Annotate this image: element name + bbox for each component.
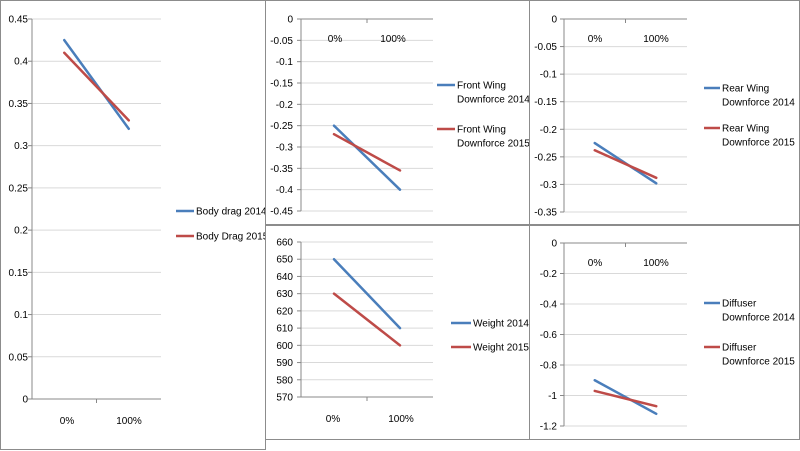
series-line: [595, 391, 657, 406]
legend-label-line: Front Wing: [457, 81, 506, 92]
chart-panel-2: 0 -0.05 -0.1 -0.15 -0.2 -0.25 -0.3 -0.35 -0.4 -0.…: [265, 0, 530, 225]
y-tick-label: -0.35: [270, 164, 293, 175]
series-line: [64, 40, 129, 129]
y-tick-label: -0.15: [534, 97, 557, 108]
y-tick-label: 640: [276, 272, 293, 283]
legend-label-line: Downforce 2015: [722, 138, 795, 149]
y-tick-label: -0.1: [540, 70, 558, 81]
y-tick-label: -0.1: [276, 57, 294, 68]
y-tick-label: -0.25: [270, 121, 293, 132]
x-tick-label: 0%: [588, 258, 603, 269]
legend-label-line: Front Wing: [457, 125, 506, 136]
y-tick-label: 580: [276, 375, 293, 386]
y-tick-label: -0.4: [540, 300, 558, 311]
chart-svg: 0 -0.2 -0.4 -0.6 -0.8 -1 -1.2 0% 100% Diffuser Dow…: [530, 226, 800, 441]
x-tick-label: 100%: [643, 258, 669, 269]
y-tick-label: -0.2: [540, 269, 558, 280]
legend-label-line: Diffuser: [722, 343, 757, 354]
y-tick-label: 610: [276, 324, 293, 335]
chart-svg: 0 -0.05 -0.1 -0.15 -0.2 -0.25 -0.3 -0.35 -0.4 -0.…: [266, 1, 531, 226]
legend-label: Front Wing Downforce 2014: [457, 81, 530, 106]
y-tick-label: 0.35: [9, 99, 29, 110]
y-tick-label: -0.05: [534, 42, 557, 53]
chart-svg: 0 -0.05 -0.1 -0.15 -0.2 -0.25 -0.3 -0.35 0% 100% R…: [530, 1, 800, 226]
legend-label: Rear Wing Downforce 2014: [722, 84, 795, 109]
y-tick-label: 0.25: [9, 183, 29, 194]
legend-label-line: Weight 2015: [473, 343, 529, 354]
x-tick-label: 100%: [380, 34, 406, 45]
legend-label-line: Downforce 2014: [457, 95, 530, 106]
y-tick-label: -0.8: [540, 361, 558, 372]
y-tick-label: 570: [276, 393, 293, 404]
chart-svg: 660 650 640 630 620 610 600 590 580 570 0% 100% Weig…: [266, 226, 531, 441]
legend-label: Diffuser Downforce 2014: [722, 299, 795, 324]
y-tick-label: -0.4: [276, 185, 294, 196]
y-tick-label: -0.3: [540, 180, 558, 191]
y-tick-label: 0.3: [14, 141, 28, 152]
legend-label-line: Downforce 2015: [722, 357, 795, 368]
series-line: [334, 134, 400, 170]
chart-panel-5: 0 -0.2 -0.4 -0.6 -0.8 -1 -1.2 0% 100% Diffuser Dow…: [529, 225, 800, 440]
x-tick-label: 100%: [643, 34, 669, 45]
y-tick-label: -0.45: [270, 207, 293, 218]
series-line: [64, 53, 129, 121]
y-tick-label: 630: [276, 289, 293, 300]
legend-label-line: Rear Wing: [722, 124, 769, 135]
chart-panel-3: 0 -0.05 -0.1 -0.15 -0.2 -0.25 -0.3 -0.35 0% 100% R…: [529, 0, 800, 225]
y-tick-label: -0.15: [270, 79, 293, 90]
y-tick-label: 0.1: [14, 310, 28, 321]
legend-label: Diffuser Downforce 2015: [722, 343, 795, 368]
legend-label: Body Drag 2015: [196, 232, 267, 243]
y-tick-label: 0.05: [9, 352, 29, 363]
legend-label: Front Wing Downforce 2015: [457, 125, 530, 150]
legend-label-line: Diffuser: [722, 299, 757, 310]
y-tick-label: 650: [276, 255, 293, 266]
y-tick-label: 0: [22, 395, 28, 406]
y-tick-label: -0.05: [270, 36, 293, 47]
legend-label: Body drag 2014: [196, 207, 267, 218]
x-tick-label: 0%: [588, 34, 603, 45]
legend-label-line: Weight 2014: [473, 319, 529, 330]
legend-label: Weight 2015: [473, 343, 529, 354]
y-tick-label: -1: [548, 391, 557, 402]
legend-label-line: Rear Wing: [722, 84, 769, 95]
legend-label: Weight 2014: [473, 319, 529, 330]
chart-panel-1: 0.45 0.4 0.35 0.3 0.25 0.2 0.15 0.1 0.05 0 0% 100% B…: [0, 0, 266, 450]
y-tick-label: 0: [551, 15, 557, 26]
legend-label-line: Downforce 2014: [722, 313, 795, 324]
y-tick-label: -0.2: [276, 100, 294, 111]
series-line: [595, 380, 657, 414]
y-tick-label: 0.15: [9, 268, 29, 279]
y-tick-label: 590: [276, 358, 293, 369]
series-line: [595, 150, 657, 178]
x-tick-label: 0%: [326, 414, 341, 425]
y-tick-label: -0.35: [534, 208, 557, 219]
y-tick-label: -0.25: [534, 152, 557, 163]
y-tick-label: 660: [276, 238, 293, 249]
legend-label: Rear Wing Downforce 2015: [722, 124, 795, 149]
x-tick-label: 100%: [116, 416, 142, 427]
y-tick-label: 600: [276, 341, 293, 352]
x-tick-label: 100%: [388, 414, 414, 425]
y-tick-label: -0.3: [276, 143, 294, 154]
y-tick-label: 0: [551, 239, 557, 250]
y-tick-label: 0.45: [9, 15, 29, 26]
x-tick-label: 0%: [60, 416, 75, 427]
legend-label-line: Body drag 2014: [196, 207, 267, 218]
legend-label-line: Downforce 2015: [457, 139, 530, 150]
y-tick-label: -0.2: [540, 125, 558, 136]
x-tick-label: 0%: [328, 34, 343, 45]
legend-label-line: Downforce 2014: [722, 98, 795, 109]
y-tick-label: -1.2: [540, 422, 558, 433]
chart-panel-4: 660 650 640 630 620 610 600 590 580 570 0% 100% Weig…: [265, 225, 530, 440]
y-tick-label: 0.4: [14, 57, 28, 68]
chart-svg: 0.45 0.4 0.35 0.3 0.25 0.2 0.15 0.1 0.05 0 0% 100% B…: [1, 1, 267, 451]
y-tick-label: 620: [276, 306, 293, 317]
y-tick-label: 0.2: [14, 226, 28, 237]
y-tick-label: -0.6: [540, 330, 558, 341]
legend-label-line: Body Drag 2015: [196, 232, 267, 243]
y-tick-label: 0: [287, 15, 293, 26]
series-line: [334, 126, 400, 190]
